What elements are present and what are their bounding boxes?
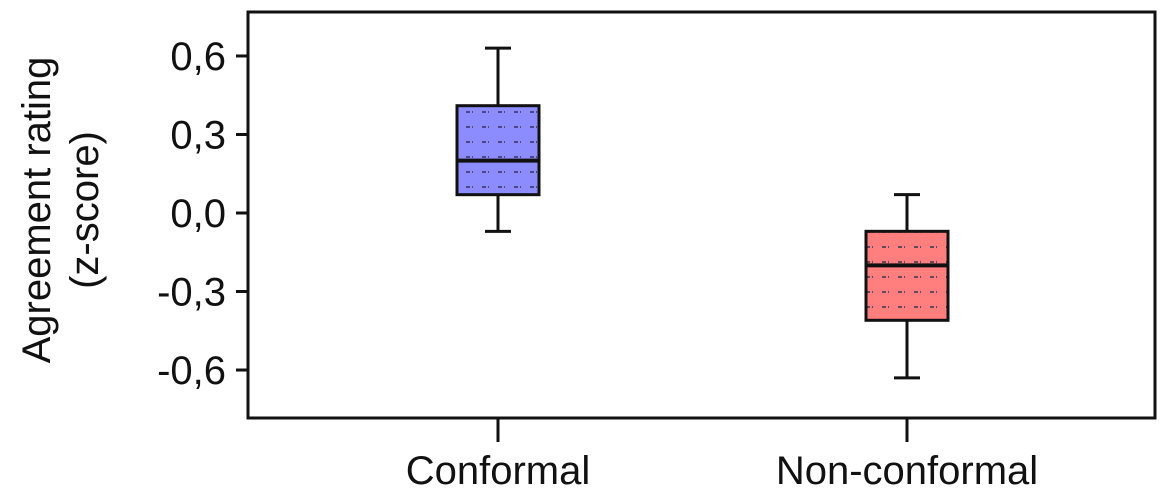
y-axis-title-line-2: (z-score) xyxy=(63,131,107,289)
y-tick-label: 0,0 xyxy=(170,192,226,236)
x-tick-label: Conformal xyxy=(406,449,591,490)
y-tick-label: -0,6 xyxy=(157,349,226,393)
plot-frame xyxy=(246,10,1157,420)
x-tick-label: Non-conformal xyxy=(776,449,1038,490)
box-iqr xyxy=(864,229,950,322)
y-tick-label: -0,3 xyxy=(157,271,226,315)
box-iqr xyxy=(455,104,541,197)
y-tick-label: 0,3 xyxy=(170,113,226,157)
y-tick-label: 0,6 xyxy=(170,35,226,79)
y-axis-title-line-1: Agreement rating xyxy=(15,57,59,364)
plot-area: 0,6 0,3 0,0 -0,3 -0,6 Conformal Non-conformal xyxy=(157,10,1157,493)
